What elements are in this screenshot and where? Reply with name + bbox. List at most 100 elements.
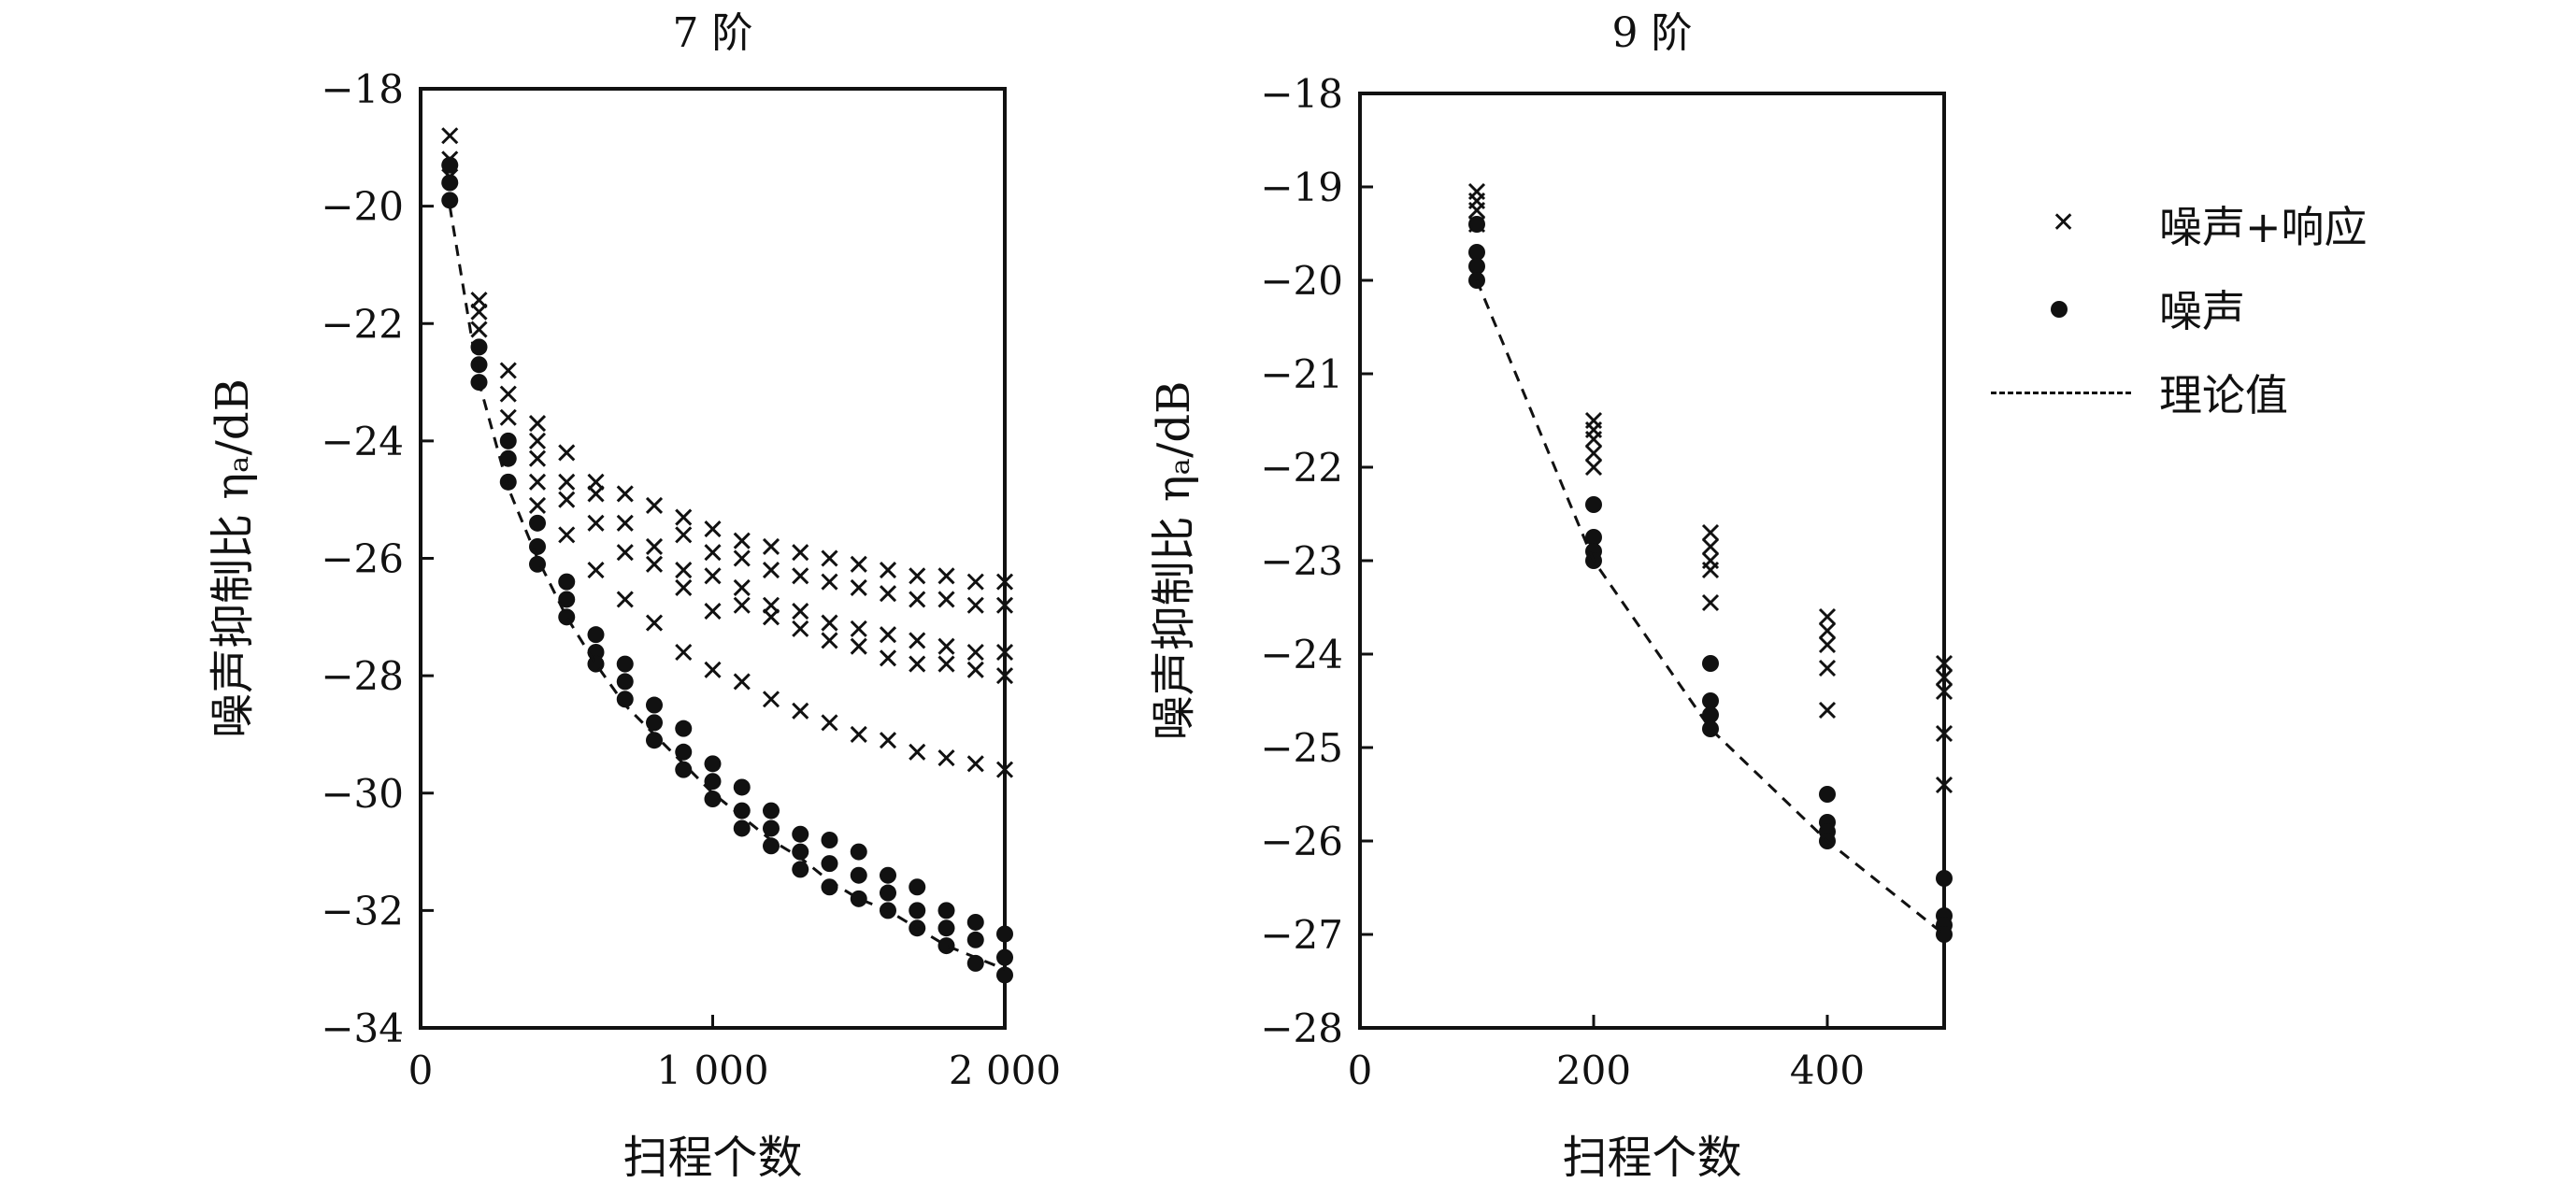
dot-point	[733, 778, 751, 796]
cross-point	[528, 449, 547, 467]
y-tick-label: −27	[1260, 912, 1343, 958]
cross-point	[1935, 724, 1953, 743]
cross-point	[762, 537, 780, 555]
cross-point	[441, 127, 459, 145]
cross-point	[850, 725, 867, 743]
dot-point	[966, 913, 984, 931]
cross-point	[733, 596, 751, 614]
cross-point	[937, 655, 955, 673]
dot-point	[792, 825, 809, 843]
dot-point	[850, 866, 867, 884]
x-axis-label: 扫程个数	[623, 1132, 802, 1183]
chart-title: 9 阶	[1612, 9, 1693, 57]
legend-label-theory: 理论值	[2159, 370, 2288, 420]
dot-point	[441, 174, 459, 192]
cross-point	[528, 414, 547, 433]
cross-point	[1818, 607, 1837, 626]
cross-point	[966, 596, 984, 614]
cross-point	[558, 444, 576, 462]
cross-point	[792, 544, 809, 562]
x-tick-label: 200	[1556, 1048, 1631, 1093]
y-tick-label: −25	[1260, 725, 1343, 771]
cross-point	[1818, 635, 1837, 654]
dot-point	[996, 966, 1013, 984]
y-tick-label: −32	[321, 888, 404, 934]
legend: ✕ 噪声+响应 噪声 理论值	[1972, 187, 2533, 430]
cross-point	[909, 591, 926, 608]
dot-point	[616, 655, 634, 673]
cross-point	[704, 544, 722, 562]
cross-point	[1935, 654, 1953, 673]
cross-point	[704, 567, 722, 585]
cross-point	[528, 432, 547, 449]
y-tick-label: −28	[1260, 1005, 1343, 1051]
dot-point	[441, 156, 459, 174]
legend-item-noise-response: ✕ 噪声+响应	[1972, 196, 2368, 252]
cross-point	[499, 362, 517, 379]
dot-point	[880, 866, 896, 884]
dot-point	[558, 573, 576, 591]
cross-point	[470, 321, 488, 338]
cross-point	[995, 667, 1014, 685]
cross-point	[966, 573, 984, 591]
plot-frame	[1358, 92, 1946, 1030]
dot-point	[792, 843, 809, 861]
dot-point	[675, 761, 693, 778]
x-tick-label: 1 000	[656, 1048, 768, 1093]
cross-point	[528, 473, 547, 491]
dot-point	[996, 925, 1013, 943]
dot-point	[966, 931, 984, 948]
x-tick-label: 0	[408, 1048, 434, 1093]
dot-point	[499, 449, 517, 467]
dot-point	[704, 755, 722, 773]
y-tick-label: −21	[1260, 351, 1343, 397]
y-tick-label: −28	[321, 653, 404, 699]
cross-point	[1935, 682, 1953, 701]
dot-point	[499, 432, 517, 449]
cross-point	[995, 761, 1014, 778]
dot-point	[1468, 258, 1485, 275]
dot-point	[763, 837, 780, 855]
cross-point	[645, 555, 664, 573]
dot-point	[1585, 496, 1602, 513]
cross-marker-icon: ✕	[2052, 207, 2076, 239]
cross-point	[995, 596, 1014, 614]
x-axis-label: 扫程个数	[1562, 1132, 1741, 1183]
cross-point	[1935, 776, 1953, 794]
dot-point	[909, 878, 926, 896]
chart-7th-order: 7 阶 −18 −20 −22 −24 −26 −28 −30 −32 −340 1 000 2 00…	[207, 9, 1061, 1183]
dot-point	[704, 773, 722, 791]
y-tick-label: −24	[321, 419, 404, 464]
cross-point	[821, 573, 838, 591]
chart-9th-order: 9 阶 −18 −19 −20 −21 −22 −23 −24 −25 −26 −27 −280 200…	[1148, 9, 1953, 1183]
y-tick-label: −22	[1260, 445, 1343, 491]
dot-point	[441, 192, 459, 209]
cross-point	[675, 508, 693, 526]
dot-point	[704, 791, 722, 808]
x-tick-label: 400	[1790, 1048, 1865, 1093]
dot-point	[880, 884, 896, 902]
dot-point	[909, 902, 926, 919]
cross-point	[1467, 201, 1486, 220]
cross-point	[616, 485, 634, 503]
y-tick-label: −18	[1260, 71, 1343, 117]
theory-dashed-line	[448, 206, 1006, 971]
dot-point	[1702, 692, 1719, 709]
cross-point	[587, 485, 605, 503]
dot-point	[821, 832, 838, 848]
cross-point	[909, 743, 926, 761]
cross-point	[675, 526, 693, 544]
cross-point	[470, 303, 488, 321]
cross-point	[879, 649, 897, 667]
y-tick-label: −18	[321, 66, 404, 112]
cross-point	[645, 496, 664, 515]
cross-point	[733, 532, 751, 549]
dashed-line-icon	[1972, 364, 2140, 420]
cross-point	[499, 385, 517, 403]
cross-point	[879, 585, 897, 603]
cross-point	[1584, 444, 1603, 463]
cross-point	[733, 673, 751, 691]
dot-point	[529, 537, 546, 555]
dot-point	[850, 843, 867, 861]
